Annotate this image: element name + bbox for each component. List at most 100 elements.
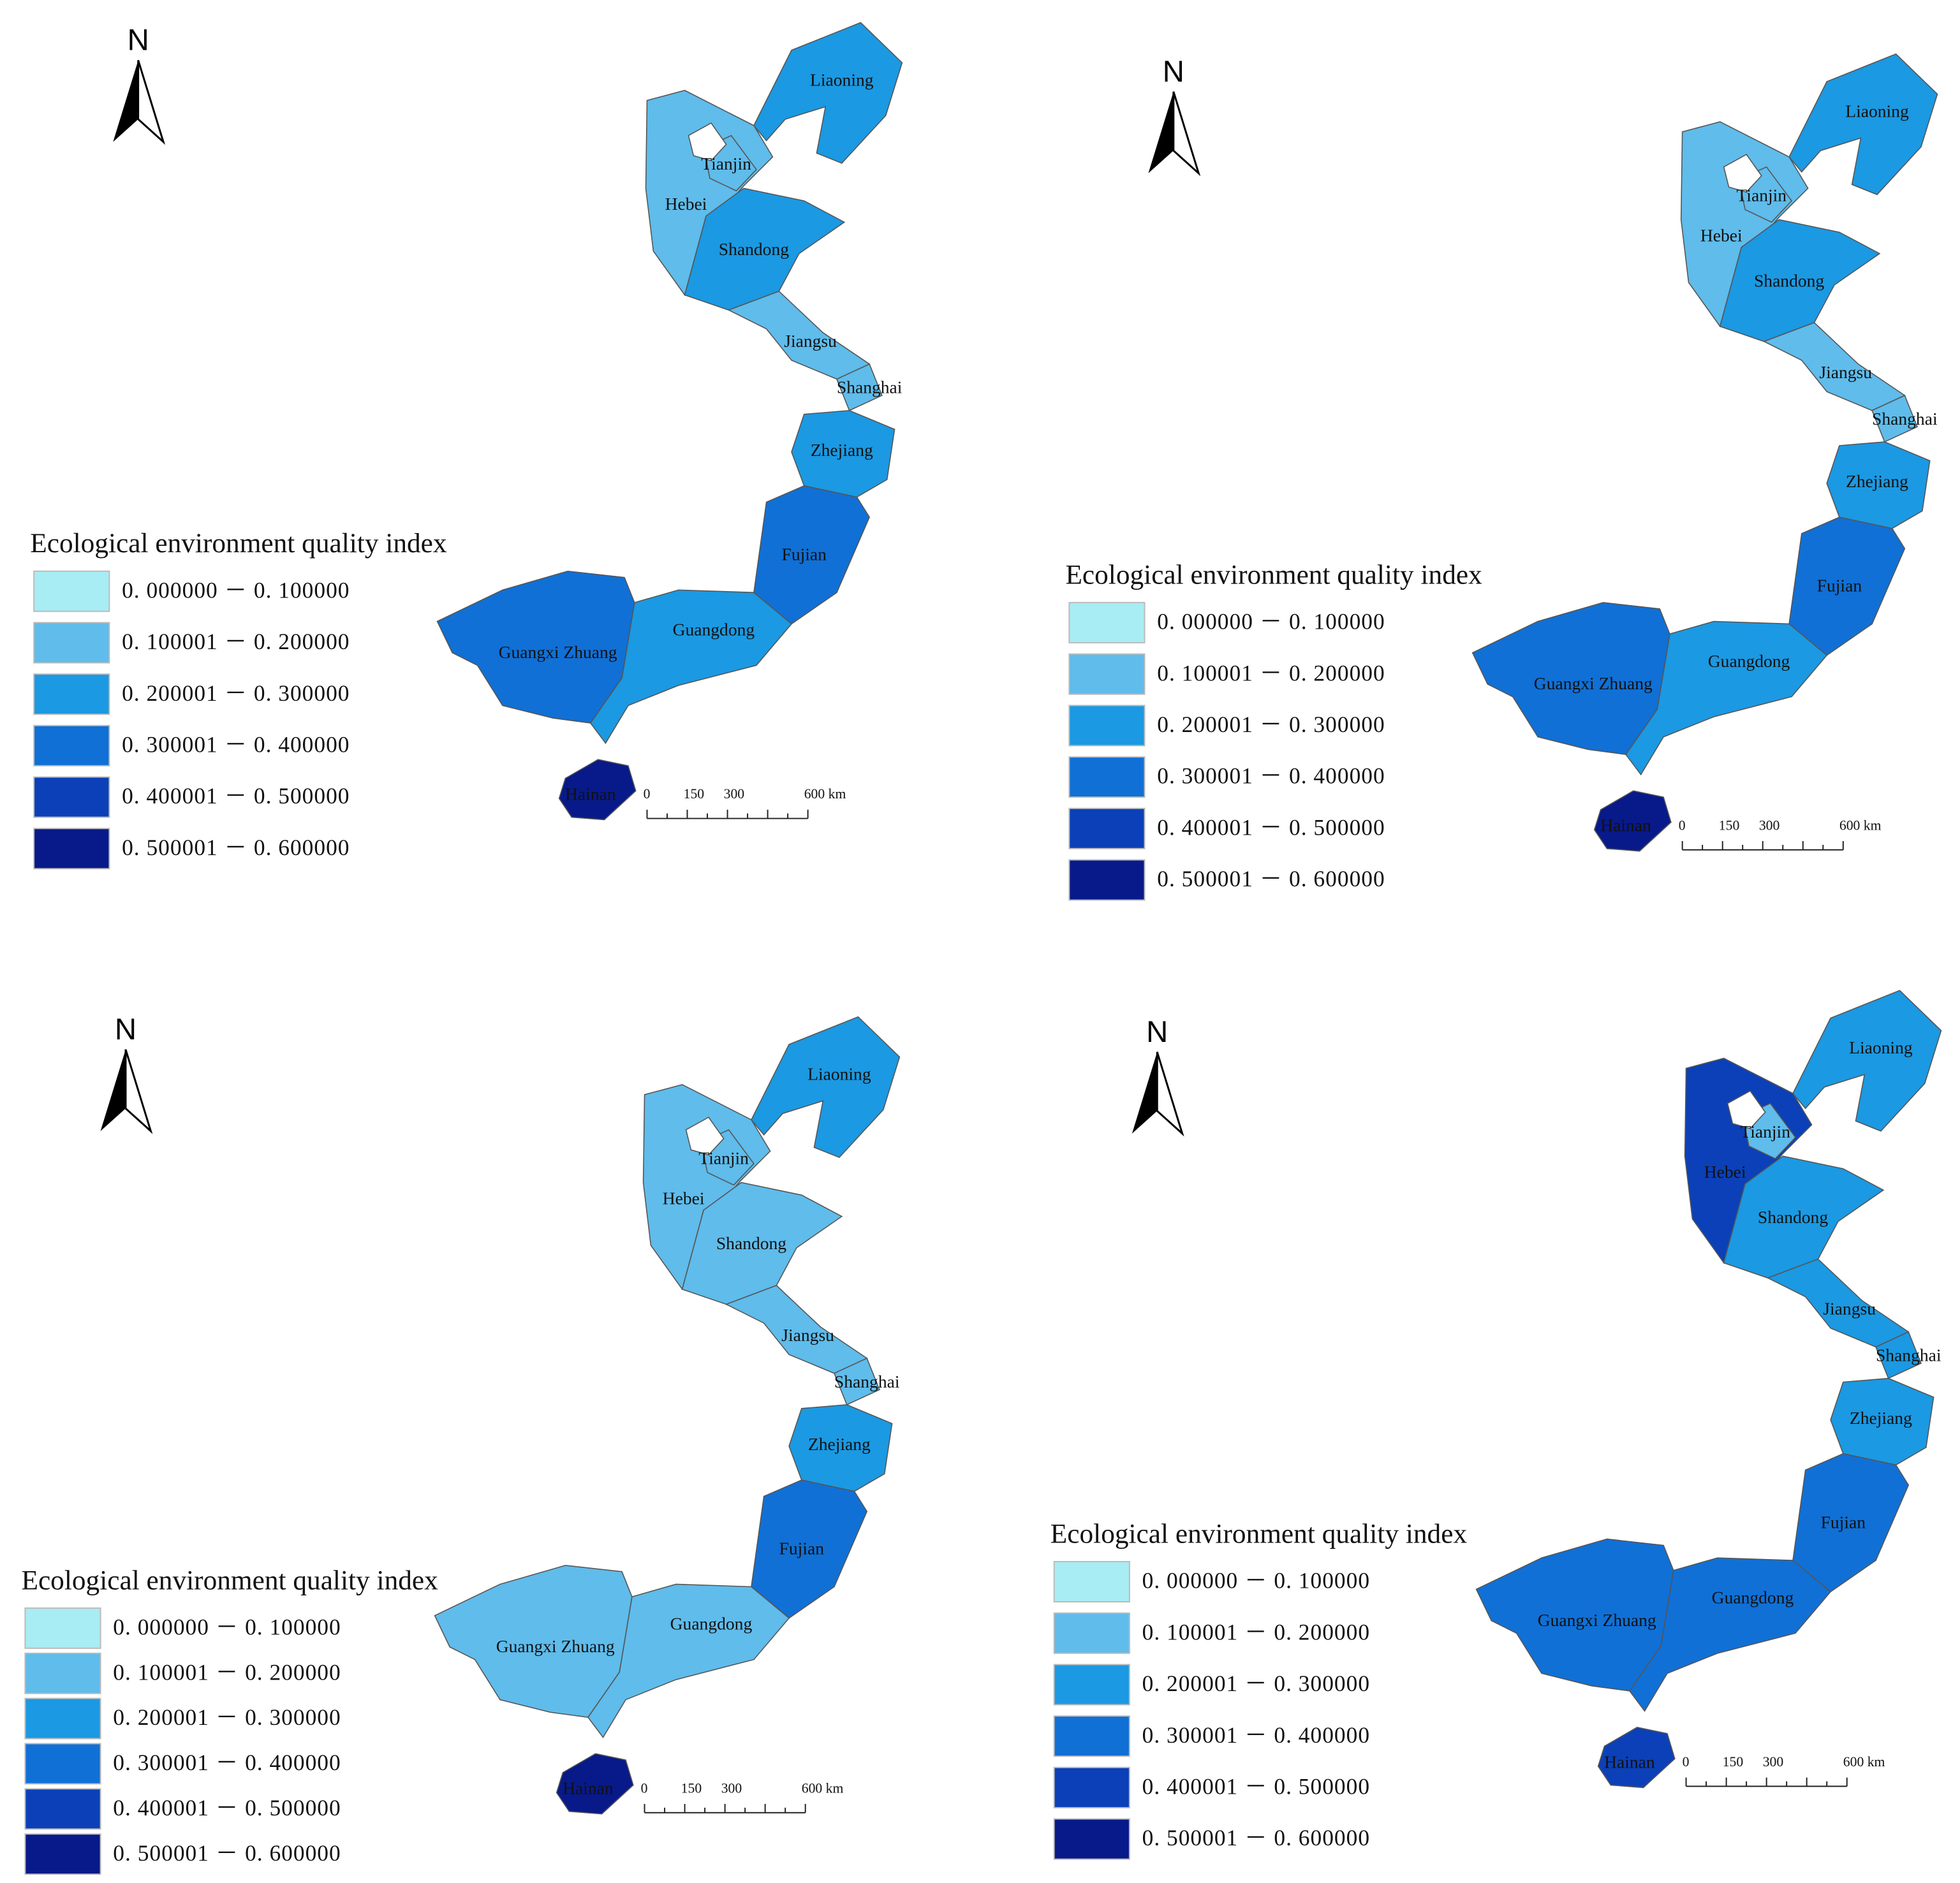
scale-label: 0 [644, 786, 651, 802]
scale-label: 0 [1679, 817, 1686, 833]
province [1830, 1377, 1934, 1466]
province-label: Hebei [1704, 1162, 1746, 1182]
legend-swatch [24, 1697, 101, 1740]
province [556, 1753, 634, 1815]
province-label: Guangxi Zhuang [1538, 1610, 1656, 1630]
map-panel: Liaoning Hebei Tianjin Shandong Jiangsu Shang… [21, 1013, 901, 1875]
arrow-right [137, 60, 166, 145]
legend-swatch [1053, 1766, 1130, 1808]
province [1723, 1155, 1885, 1279]
legend-swatch [33, 828, 110, 870]
legend-label: 0. 200001 － 0. 300000 [1157, 712, 1385, 737]
map: Liaoning Hebei Tianjin Shandong Jiangsu Shang… [1471, 53, 1938, 852]
legend-swatch [1053, 1664, 1130, 1706]
province-label: Hainan [1600, 816, 1651, 835]
legend-label: 0. 200001 － 0. 300000 [113, 1704, 341, 1730]
scale-label: 300 [1763, 1754, 1783, 1769]
legend: Ecological environment quality index 0. 0… [30, 528, 447, 870]
province-label: Hebei [663, 1188, 705, 1208]
province-label: Guangdong [670, 1614, 753, 1634]
north-arrow: N [113, 24, 166, 145]
province-label: Shandong [1758, 1207, 1828, 1227]
legend-label: 0. 100001 － 0. 200000 [113, 1659, 341, 1685]
scale-label: 600 km [802, 1780, 844, 1796]
province-label: Shandong [716, 1233, 786, 1253]
province [1792, 990, 1942, 1132]
map: Liaoning Hebei Tianjin Shandong Jiangsu Shang… [1475, 990, 1942, 1789]
legend-label: 0. 500001 － 0. 600000 [1157, 866, 1385, 891]
legend-label: 0. 100001 － 0. 200000 [1157, 660, 1385, 685]
legend-swatch [1068, 807, 1146, 849]
north-label: N [128, 24, 149, 57]
legend-label: 0. 000000 － 0. 100000 [113, 1614, 341, 1639]
legend-label: 0. 000000 － 0. 100000 [122, 577, 350, 603]
legend-label: 0. 200001 － 0. 300000 [122, 680, 350, 706]
legend-label: 0. 300001 － 0. 400000 [122, 732, 350, 758]
province-label: Guangxi Zhuang [499, 642, 617, 662]
scale-label: 150 [1723, 1754, 1743, 1769]
arrow-left [100, 1049, 126, 1131]
legend-swatch [33, 776, 110, 818]
arrow-left [113, 60, 138, 142]
legend-label: 0. 300001 － 0. 400000 [113, 1750, 341, 1775]
legend-label: 0. 500001 － 0. 600000 [122, 835, 350, 860]
legend-title: Ecological environment quality index [1065, 559, 1482, 590]
legend-label: 0. 500001 － 0. 600000 [113, 1840, 341, 1866]
north-arrow: N [1148, 55, 1201, 177]
beijing-blank [688, 122, 727, 161]
province-label: Shanghai [1872, 409, 1938, 429]
north-arrow: N [1131, 1015, 1184, 1137]
province-label: Fujian [782, 544, 827, 564]
legend-swatch [24, 1607, 101, 1649]
legend: Ecological environment quality index 0. 0… [1050, 1519, 1467, 1860]
arrow-left [1148, 91, 1174, 173]
province-label: Guangdong [673, 620, 755, 640]
province [1875, 1331, 1922, 1379]
province [1597, 1727, 1676, 1789]
legend: Ecological environment quality index 0. 0… [1065, 559, 1482, 901]
legend-label: 0. 400001 － 0. 500000 [122, 783, 350, 809]
province-label: Guangdong [1712, 1587, 1794, 1607]
arrow-right [1156, 1051, 1184, 1137]
arrow-left [1131, 1051, 1158, 1134]
province-label: Tianjin [1736, 185, 1787, 205]
legend-title: Ecological environment quality index [21, 1565, 438, 1595]
arrow-right [124, 1049, 153, 1134]
province-label: Zhejiang [1846, 471, 1908, 491]
legend-swatch [1053, 1561, 1130, 1603]
scale-label: 150 [1719, 817, 1739, 833]
scale-label: 0 [641, 1780, 648, 1796]
province-label: Hebei [665, 194, 707, 214]
legend-swatch [1068, 859, 1146, 901]
province-label: Guangxi Zhuang [1534, 673, 1653, 693]
legend: Ecological environment quality index 0. 0… [21, 1565, 438, 1875]
province-label: Zhejiang [1850, 1408, 1912, 1428]
beijing-blank [1723, 154, 1762, 193]
legend-swatch [24, 1652, 101, 1694]
province [753, 22, 903, 164]
province-label: Shanghai [1876, 1345, 1942, 1365]
province-label: Fujian [779, 1539, 825, 1558]
province [836, 363, 883, 411]
province-label: Fujian [1821, 1512, 1866, 1532]
province-label: Guangdong [1708, 651, 1790, 671]
province-label: Shanghai [834, 1372, 900, 1391]
map: Liaoning Hebei Tianjin Shandong Jiangsu Shang… [434, 1016, 901, 1815]
legend-swatch [1068, 756, 1146, 798]
legend-swatch [24, 1788, 101, 1830]
north-label: N [1146, 1015, 1168, 1049]
legend-label: 0. 300001 － 0. 400000 [1157, 763, 1385, 789]
scale-label: 150 [681, 1780, 702, 1796]
legend-label: 0. 400001 － 0. 500000 [113, 1795, 341, 1821]
scale-label: 600 km [1843, 1754, 1885, 1769]
legend-swatch [33, 622, 110, 664]
province [558, 759, 637, 821]
province-label: Shandong [719, 239, 789, 259]
province-label: Guangxi Zhuang [496, 1636, 615, 1656]
province-label: Shandong [1754, 270, 1824, 290]
arrow-right [1172, 91, 1201, 177]
province-label: Hainan [1604, 1752, 1655, 1771]
province [751, 1016, 901, 1159]
map-panel: Liaoning Hebei Tianjin Shandong Jiangsu Shang… [1065, 53, 1938, 901]
